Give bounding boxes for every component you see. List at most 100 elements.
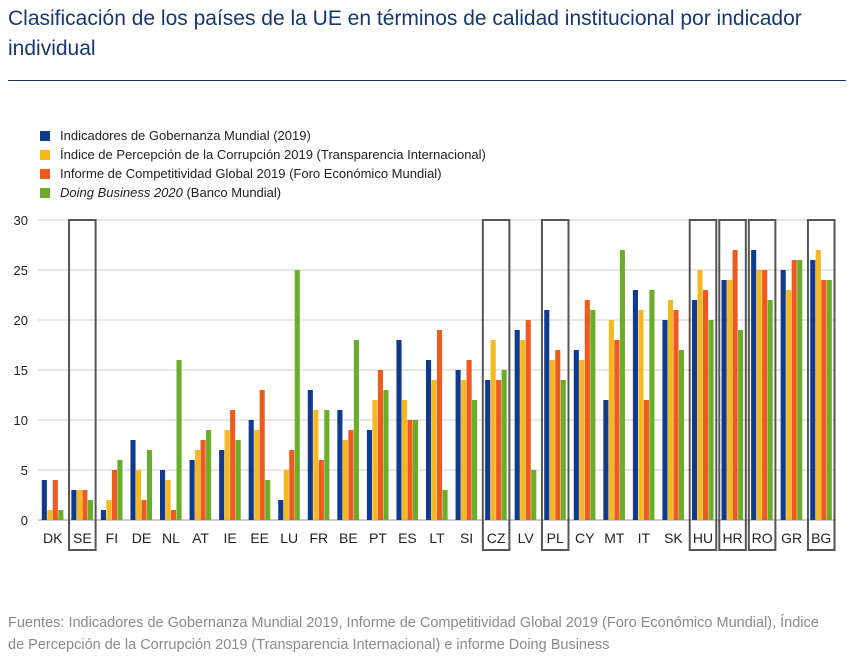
bar-lv-s2 <box>520 340 526 520</box>
x-tick-label-pt: PT <box>369 530 387 546</box>
x-tick-label-hu: HU <box>693 530 713 546</box>
bar-lv-s1 <box>514 330 520 520</box>
bar-si-s3 <box>466 360 472 520</box>
bar-lu-s3 <box>289 450 295 520</box>
highlight-box-hr <box>718 219 747 551</box>
bar-at-s4 <box>206 430 212 520</box>
bar-lv-s4 <box>531 470 537 520</box>
bar-hu-s4 <box>708 320 714 520</box>
bar-fi-s2 <box>106 500 112 520</box>
title-divider <box>8 80 846 81</box>
highlight-box-se <box>68 219 97 551</box>
legend-swatch-cpi <box>40 149 50 160</box>
bar-hu-s3 <box>703 290 709 520</box>
legend-label-db-rest: (Banco Mundial) <box>182 185 282 200</box>
bar-nl-s2 <box>165 480 171 520</box>
bar-hu-s2 <box>697 270 703 520</box>
x-tick-label-mt: MT <box>604 530 625 546</box>
legend-item-wgi: Indicadores de Gobernanza Mundial (2019) <box>40 126 486 145</box>
y-tick-label: 25 <box>14 263 28 278</box>
x-tick-label-at: AT <box>192 530 209 546</box>
x-tick-label-hr: HR <box>722 530 742 546</box>
bar-cz-s2 <box>490 340 496 520</box>
bar-nl-s1 <box>160 470 166 520</box>
bar-ee-s2 <box>254 430 260 520</box>
bar-it-s4 <box>649 290 655 520</box>
y-tick-label: 15 <box>14 363 28 378</box>
x-tick-label-fi: FI <box>106 530 118 546</box>
bar-de-s3 <box>141 500 147 520</box>
bar-lt-s2 <box>431 380 437 520</box>
bar-sk-s3 <box>673 310 679 520</box>
x-tick-label-es: ES <box>398 530 417 546</box>
y-tick-label: 20 <box>14 313 28 328</box>
highlight-box-ro <box>747 219 777 551</box>
x-tick-label-be: BE <box>339 530 358 546</box>
legend-item-db: Doing Business 2020 (Banco Mundial) <box>40 183 486 202</box>
bar-pl-s2 <box>549 360 555 520</box>
x-tick-label-dk: DK <box>43 530 63 546</box>
legend-swatch-gci <box>40 168 50 179</box>
bar-bg-s3 <box>821 280 827 520</box>
x-tick-label-lv: LV <box>518 530 535 546</box>
x-tick-label-sk: SK <box>664 530 683 546</box>
bar-fr-s4 <box>324 410 330 520</box>
bar-mt-s3 <box>614 340 620 520</box>
bar-at-s2 <box>195 450 201 520</box>
legend-label-db-italic: Doing Business 2020 <box>60 185 183 200</box>
y-tick-label: 0 <box>21 513 28 528</box>
bar-fr-s3 <box>318 460 324 520</box>
legend-swatch-wgi <box>40 130 50 141</box>
bar-ee-s3 <box>259 390 265 520</box>
bar-be-s2 <box>342 440 348 520</box>
bar-sk-s2 <box>667 300 674 520</box>
y-tick-label: 30 <box>14 213 28 228</box>
legend-label-cpi: Índice de Percepción de la Corrupción 20… <box>60 147 486 162</box>
legend-label-wgi: Indicadores de Gobernanza Mundial (2019) <box>60 128 311 143</box>
bar-se-s3 <box>82 490 88 520</box>
bar-pt-s2 <box>372 400 378 520</box>
bar-ie-s2 <box>224 430 230 520</box>
x-tick-label-cz: CZ <box>487 530 506 546</box>
bar-hr-s1 <box>721 280 727 520</box>
bar-lt-s3 <box>437 330 443 520</box>
x-tick-label-ie: IE <box>223 530 236 546</box>
bar-dk-s2 <box>47 510 53 520</box>
bar-pt-s3 <box>377 370 383 520</box>
bar-bg-s4 <box>826 280 832 520</box>
bar-si-s4 <box>472 400 478 520</box>
bar-nl-s4 <box>176 360 182 520</box>
bar-fr-s2 <box>313 410 319 520</box>
bar-hr-s4 <box>738 330 744 520</box>
bar-at-s3 <box>200 440 206 520</box>
bar-ro-s4 <box>767 300 773 520</box>
bar-lu-s4 <box>294 270 300 520</box>
legend-swatch-db <box>40 187 50 198</box>
bar-cy-s1 <box>573 350 579 520</box>
bar-pt-s4 <box>383 390 389 520</box>
bar-be-s1 <box>337 410 343 520</box>
bar-pl-s3 <box>555 350 561 520</box>
bar-ro-s3 <box>762 270 768 520</box>
bar-bg-s1 <box>810 260 816 520</box>
x-tick-label-bg: BG <box>811 530 831 546</box>
bar-bg-s2 <box>815 250 821 520</box>
highlight-box-hu <box>688 219 718 551</box>
bar-be-s3 <box>348 430 354 520</box>
bar-mt-s1 <box>603 400 609 520</box>
bar-mt-s2 <box>608 320 614 520</box>
highlight-box-pl <box>540 219 570 551</box>
legend-item-cpi: Índice de Percepción de la Corrupción 20… <box>40 145 486 164</box>
bar-cz-s3 <box>496 380 502 520</box>
bar-hr-s2 <box>727 280 733 520</box>
bar-ro-s1 <box>751 250 757 520</box>
bar-mt-s4 <box>619 250 625 520</box>
bar-lv-s3 <box>525 320 531 520</box>
bar-lt-s1 <box>426 360 432 520</box>
bar-gr-s3 <box>791 260 797 520</box>
bar-sk-s1 <box>662 320 668 520</box>
x-tick-label-se: SE <box>73 530 92 546</box>
bar-it-s2 <box>638 310 644 520</box>
bar-es-s2 <box>401 400 408 520</box>
bar-se-s2 <box>76 490 82 520</box>
